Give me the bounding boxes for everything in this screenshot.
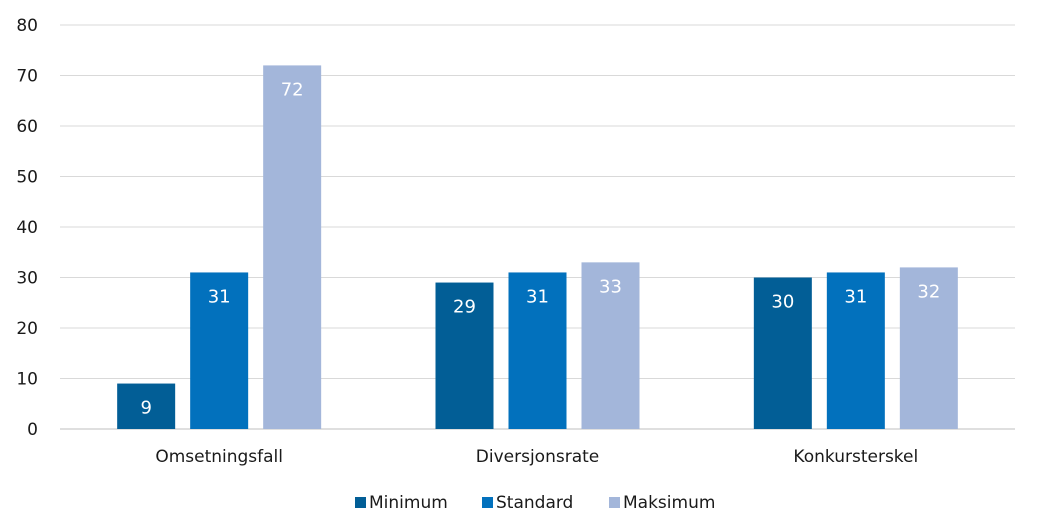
y-tick-label: 10 [16, 370, 38, 390]
data-label: 31 [208, 286, 231, 307]
data-label: 31 [844, 286, 867, 307]
legend-label-maksimum: Maksimum [623, 493, 715, 513]
legend-swatch-maksimum [609, 497, 620, 508]
bar-maksimum-diversjonsrate [581, 262, 640, 429]
bars [117, 65, 958, 430]
data-label: 30 [771, 292, 794, 313]
data-label: 29 [453, 297, 476, 318]
y-tick-label: 40 [16, 218, 38, 238]
data-labels: 9 31 72 29 31 33 30 31 32 [140, 79, 940, 418]
data-label: 72 [281, 79, 304, 100]
category-label: Omsetningsfall [155, 447, 283, 467]
bar-maksimum-konkursterskel [899, 267, 958, 429]
y-tick-label: 30 [16, 269, 38, 289]
data-label: 31 [526, 286, 549, 307]
y-tick-label: 50 [16, 168, 38, 188]
legend-swatch-minimum [355, 497, 366, 508]
y-tick-label: 0 [27, 420, 38, 440]
bar-standard-diversjonsrate [508, 272, 567, 429]
legend: Minimum Standard Maksimum [355, 493, 715, 513]
y-tick-label: 60 [16, 117, 38, 137]
legend-swatch-standard [482, 497, 493, 508]
y-tick-label: 20 [16, 319, 38, 339]
bar-minimum-diversjonsrate [435, 282, 494, 429]
bar-minimum-konkursterskel [753, 277, 812, 429]
data-label: 9 [140, 398, 151, 419]
legend-label-standard: Standard [496, 493, 573, 513]
data-label: 32 [917, 281, 940, 302]
y-tick-label: 70 [16, 67, 38, 87]
bar-minimum-omsetningsfall [117, 383, 176, 429]
bar-maksimum-omsetningsfall [263, 65, 322, 430]
legend-label-minimum: Minimum [369, 493, 448, 513]
data-label: 33 [599, 276, 622, 297]
bar-standard-konkursterskel [826, 272, 885, 429]
category-label: Diversjonsrate [476, 447, 599, 467]
y-tick-label: 80 [16, 16, 38, 36]
y-axis-ticks: 0 10 20 30 40 50 60 70 80 [16, 16, 38, 440]
category-label: Konkursterskel [793, 447, 918, 467]
x-axis-categories: Omsetningsfall Diversjonsrate Konkurstersk… [155, 447, 918, 467]
bar-standard-omsetningsfall [190, 272, 249, 429]
